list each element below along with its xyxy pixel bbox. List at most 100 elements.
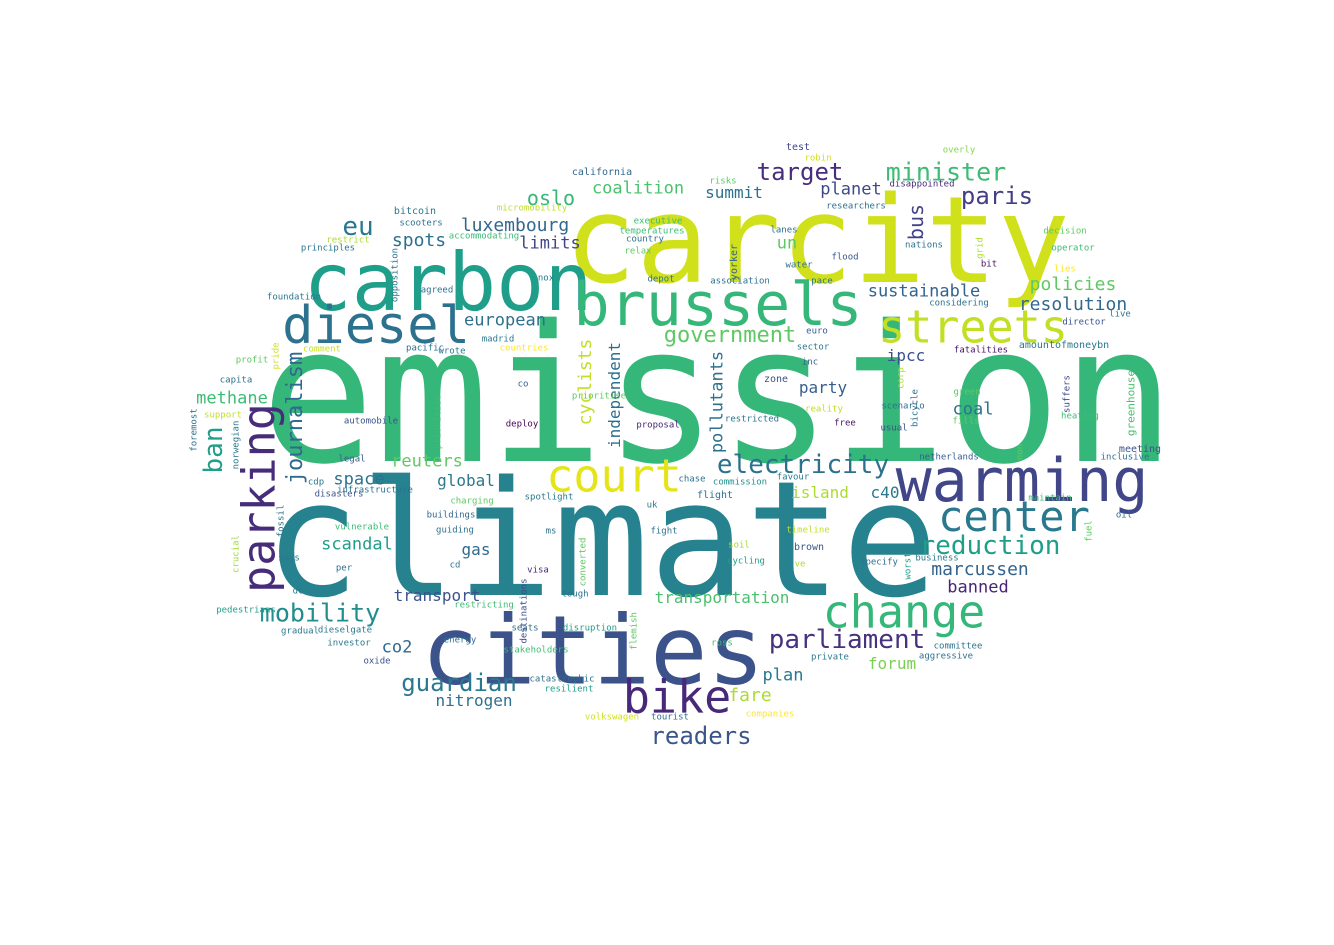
word: gradual bbox=[281, 628, 319, 637]
word: operator bbox=[1051, 245, 1094, 254]
word: marcussen bbox=[931, 561, 1029, 579]
word: disappointed bbox=[889, 181, 954, 190]
word: bus bbox=[906, 204, 926, 240]
word: heating bbox=[1061, 413, 1099, 422]
word: researchers bbox=[826, 203, 886, 212]
word: tough bbox=[561, 591, 588, 600]
word: executive bbox=[634, 218, 683, 227]
word: automobile bbox=[344, 418, 398, 427]
word: fare bbox=[728, 687, 771, 705]
word: overly bbox=[943, 147, 976, 156]
word: free bbox=[834, 420, 856, 429]
word: charging bbox=[450, 498, 493, 507]
word: flemish bbox=[631, 612, 640, 650]
word: fuel bbox=[1086, 520, 1095, 542]
word: fossil bbox=[278, 505, 287, 538]
word: reality bbox=[805, 406, 843, 415]
word: favour bbox=[777, 474, 810, 483]
word: flood bbox=[831, 254, 858, 263]
word: california bbox=[572, 168, 632, 178]
word: grid bbox=[977, 237, 986, 259]
word: cyclists bbox=[577, 339, 595, 426]
word: restricted bbox=[725, 416, 779, 425]
word: party bbox=[799, 380, 847, 396]
word: fatalities bbox=[954, 347, 1008, 356]
word: ve bbox=[795, 561, 806, 570]
word: companies bbox=[746, 711, 795, 720]
word: resilient bbox=[545, 686, 594, 695]
word: director bbox=[1062, 319, 1105, 328]
word: usual bbox=[880, 425, 907, 434]
word: lanes bbox=[770, 227, 797, 236]
word: bit bbox=[981, 261, 997, 270]
word: robin bbox=[804, 155, 831, 164]
word: catastrophic bbox=[529, 676, 594, 685]
word: prioritise bbox=[572, 393, 626, 402]
word: parking bbox=[237, 403, 282, 593]
word: pride bbox=[273, 342, 282, 369]
word: methane bbox=[196, 391, 268, 408]
word: disruption bbox=[563, 625, 617, 634]
word: dc bbox=[293, 588, 304, 597]
word: water bbox=[785, 262, 812, 271]
word: ban bbox=[201, 427, 227, 474]
word: wrote bbox=[438, 348, 465, 357]
word: volkswagen bbox=[585, 714, 639, 723]
word: amountofmoneybn bbox=[1019, 341, 1109, 351]
word: zone bbox=[764, 375, 788, 385]
word: support bbox=[204, 412, 242, 421]
word: greenhouse bbox=[1126, 370, 1137, 436]
word: relax bbox=[624, 248, 651, 257]
word: plan bbox=[763, 668, 804, 685]
word: island bbox=[791, 485, 849, 501]
word: government bbox=[664, 325, 796, 347]
word: aggressive bbox=[919, 653, 973, 662]
word: euro bbox=[806, 328, 828, 337]
word: co bbox=[518, 381, 529, 390]
word: co2 bbox=[382, 640, 413, 657]
word: global bbox=[437, 473, 495, 489]
word: deploy bbox=[506, 421, 539, 430]
word: proposal bbox=[636, 422, 679, 431]
word: cd bbox=[450, 562, 461, 571]
word: bitcoin bbox=[394, 207, 436, 217]
word: private bbox=[811, 654, 849, 663]
word: per bbox=[336, 565, 352, 574]
word: countries bbox=[500, 345, 549, 354]
word: considering bbox=[929, 300, 989, 309]
word: destinations bbox=[521, 578, 530, 643]
word: ipcc bbox=[887, 348, 926, 364]
word: comment bbox=[303, 346, 341, 355]
word: profit bbox=[236, 357, 269, 366]
word: cdp bbox=[308, 479, 324, 488]
word: flight bbox=[697, 491, 733, 501]
word: live bbox=[1109, 311, 1131, 320]
word: parliament bbox=[769, 627, 926, 653]
word: reuters bbox=[391, 454, 463, 471]
word: corp bbox=[898, 367, 907, 389]
word: association bbox=[710, 278, 770, 287]
word: banned bbox=[947, 580, 1008, 597]
word: scandal bbox=[321, 537, 393, 554]
word: european bbox=[464, 313, 546, 330]
word: un bbox=[777, 236, 797, 253]
word: committee bbox=[934, 643, 983, 652]
word: scooters bbox=[399, 220, 442, 229]
word: prioritize bbox=[435, 395, 444, 449]
word: transportation bbox=[655, 590, 790, 606]
word: business bbox=[915, 555, 958, 564]
word: cycling bbox=[727, 558, 765, 567]
word: pedestrians bbox=[216, 607, 276, 616]
word: accommodating bbox=[449, 233, 519, 242]
word: decision bbox=[1043, 228, 1086, 237]
word: nitrogen bbox=[435, 693, 512, 709]
word: nox bbox=[538, 275, 554, 284]
word: says bbox=[278, 555, 300, 564]
word: summit bbox=[705, 185, 763, 201]
word: capita bbox=[220, 377, 253, 386]
word: timeline bbox=[786, 527, 829, 536]
word: dieselgate bbox=[318, 627, 372, 636]
word: norwegian bbox=[233, 421, 242, 470]
word: fight bbox=[650, 528, 677, 537]
